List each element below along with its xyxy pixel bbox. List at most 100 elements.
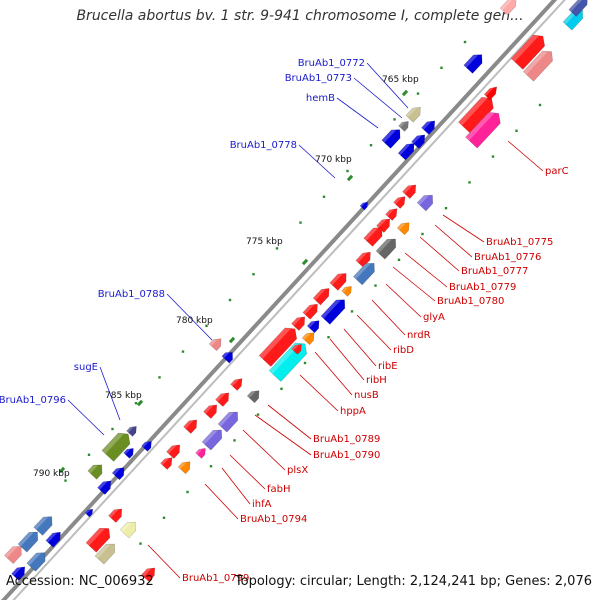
tick-mark <box>228 298 232 302</box>
gene-label[interactable]: nrdR <box>407 330 431 341</box>
gene-feature[interactable] <box>568 0 591 17</box>
gene-label[interactable]: BruAb1_0780 <box>437 296 504 307</box>
gene-feature[interactable] <box>375 235 400 260</box>
gene-label[interactable]: hemB <box>306 93 335 104</box>
gene-feature[interactable] <box>258 323 301 367</box>
gene-feature[interactable] <box>465 108 505 149</box>
gene-feature[interactable] <box>416 191 437 212</box>
gene-feature[interactable] <box>166 441 184 459</box>
gene-feature[interactable] <box>306 317 322 334</box>
gene-feature[interactable] <box>4 542 25 565</box>
gene-feature[interactable] <box>376 215 394 233</box>
gene-feature[interactable] <box>301 329 317 346</box>
gene-feature[interactable] <box>94 540 119 565</box>
gene-feature[interactable] <box>385 206 401 221</box>
gene-feature[interactable] <box>160 455 176 470</box>
gene-feature[interactable] <box>329 270 350 291</box>
gene-label[interactable]: BruAb1_0790 <box>313 450 380 461</box>
gene-feature[interactable] <box>195 446 209 459</box>
gene-feature[interactable] <box>499 0 520 16</box>
gene-label[interactable]: BruAb1_0799 <box>182 573 249 584</box>
gene-label[interactable]: BruAb1_0788 <box>98 289 165 300</box>
gene-label[interactable]: BruAb1_0773 <box>285 73 352 84</box>
gene-feature[interactable] <box>26 549 49 572</box>
gene-feature[interactable] <box>183 416 201 434</box>
gene-feature[interactable] <box>463 51 486 74</box>
gene-feature[interactable] <box>126 424 140 437</box>
gene-feature[interactable] <box>123 446 137 459</box>
gene-label[interactable]: BruAb1_0776 <box>474 252 541 263</box>
gene-feature[interactable] <box>458 93 498 134</box>
gene-feature[interactable] <box>393 194 409 209</box>
gene-feature[interactable] <box>522 47 556 82</box>
gene-label[interactable]: BruAb1_0779 <box>449 282 516 293</box>
gene-feature[interactable] <box>177 458 193 475</box>
gene-feature[interactable] <box>17 528 42 553</box>
gene-feature[interactable] <box>217 408 242 433</box>
gene-feature[interactable] <box>230 376 246 391</box>
gene-feature[interactable] <box>355 249 374 268</box>
gene-feature[interactable] <box>291 313 309 331</box>
gene-feature[interactable] <box>33 513 56 536</box>
gene-label[interactable]: plsX <box>287 465 308 476</box>
gene-feature[interactable] <box>45 529 64 548</box>
tick-mark <box>139 542 142 545</box>
gene-feature[interactable] <box>359 200 370 211</box>
gene-feature[interactable] <box>302 301 321 320</box>
gene-feature[interactable] <box>510 31 549 70</box>
gene-label[interactable]: BruAb1_0772 <box>298 58 365 69</box>
gene-feature[interactable] <box>85 524 114 553</box>
gene-label[interactable]: BruAb1_0794 <box>240 514 307 525</box>
gene-feature[interactable] <box>381 126 404 149</box>
gene-label[interactable]: hppA <box>340 406 366 417</box>
gene-label[interactable]: ribH <box>366 375 387 386</box>
gene-feature[interactable] <box>402 181 420 199</box>
gene-feature[interactable] <box>101 429 134 462</box>
gene-label[interactable]: ribD <box>393 345 414 356</box>
gene-feature[interactable] <box>411 131 429 149</box>
gene-feature[interactable] <box>141 439 155 452</box>
gene-feature[interactable] <box>119 518 140 539</box>
gene-feature[interactable] <box>201 426 226 451</box>
gene-feature[interactable] <box>353 259 378 286</box>
gene-feature[interactable] <box>97 477 115 495</box>
gene-label[interactable]: glyA <box>423 312 445 323</box>
gene-label[interactable]: fabH <box>267 484 291 495</box>
gene-label[interactable]: ihfA <box>252 499 272 510</box>
gene-feature[interactable] <box>246 387 262 404</box>
gene-label[interactable]: BruAb1_0775 <box>486 237 553 248</box>
gene-feature[interactable] <box>87 461 106 480</box>
gene-feature[interactable] <box>483 84 499 101</box>
gene-feature[interactable] <box>341 284 355 297</box>
gene-label[interactable]: parC <box>545 166 569 177</box>
gene-feature[interactable] <box>203 401 221 419</box>
gene-feature[interactable] <box>405 104 424 123</box>
gene-label[interactable]: sugE <box>74 362 98 373</box>
gene-feature[interactable] <box>363 224 386 247</box>
gene-label[interactable]: BruAb1_0778 <box>230 140 297 151</box>
gene-feature[interactable] <box>320 296 349 325</box>
gene-feature[interactable] <box>312 285 333 306</box>
gene-label[interactable]: BruAb1_0777 <box>461 266 528 277</box>
gene-label[interactable]: BruAb1_0789 <box>313 434 380 445</box>
tick-mark <box>256 413 260 416</box>
tick-mark <box>444 207 448 210</box>
gene-feature[interactable] <box>221 349 236 364</box>
gene-feature[interactable] <box>111 464 127 481</box>
gene-feature[interactable] <box>84 507 95 518</box>
gene-feature[interactable] <box>11 563 29 581</box>
gene-feature[interactable] <box>141 564 159 582</box>
gene-feature[interactable] <box>208 335 224 352</box>
gene-feature[interactable] <box>108 505 126 523</box>
gene-label[interactable]: BruAb1_0796 <box>0 395 66 406</box>
gene-feature[interactable] <box>397 140 418 161</box>
gene-label[interactable]: nusB <box>354 390 379 401</box>
gene-feature[interactable] <box>398 119 412 132</box>
gene-feature[interactable] <box>291 342 305 355</box>
gene-feature[interactable] <box>396 219 412 236</box>
tick-mark <box>393 118 396 121</box>
gene-label[interactable]: ribE <box>378 361 398 372</box>
gene-feature[interactable] <box>215 389 233 407</box>
gene-feature[interactable] <box>421 117 439 135</box>
